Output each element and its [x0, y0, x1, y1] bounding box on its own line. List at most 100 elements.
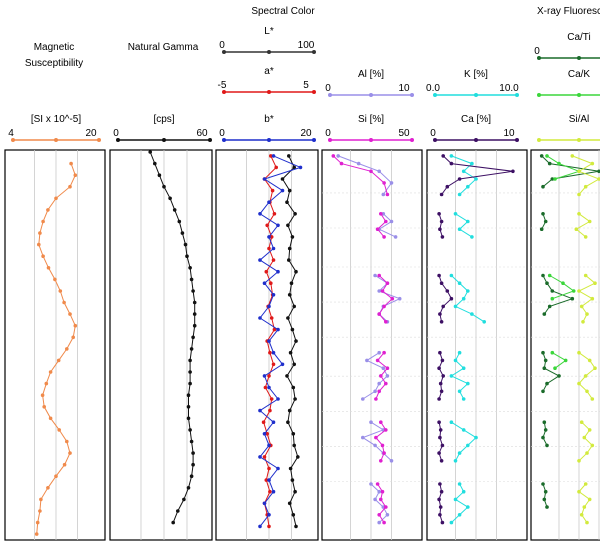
data-point-k [457, 451, 462, 455]
series-line-ca [438, 422, 443, 461]
data-point-si [385, 366, 390, 371]
data-point-al [377, 289, 382, 293]
axis-tick-marker [410, 93, 414, 97]
data-point-al [389, 181, 394, 185]
data-point-cps [188, 266, 192, 270]
axis-tick-marker [537, 93, 541, 97]
series-line-ca-k [546, 155, 581, 180]
data-point-al [373, 273, 377, 278]
data-point-ca-ti [543, 489, 548, 494]
data-point-k [461, 366, 466, 371]
axis-tick-label: 50 [398, 128, 410, 139]
data-point-k [457, 281, 462, 286]
data-point-cps [183, 242, 188, 247]
data-point-l [294, 524, 298, 529]
data-point-si [382, 451, 386, 455]
data-point-ca [437, 420, 441, 425]
data-point-ca [439, 320, 444, 324]
data-point-al [377, 489, 382, 494]
data-point-cps [177, 219, 182, 224]
data-point-b [258, 455, 262, 459]
series-line-cps [149, 151, 196, 523]
data-point-al [369, 420, 373, 425]
data-point-si-x-10-5 [73, 323, 78, 328]
data-point-ca-ti [541, 482, 545, 486]
axis-tick-marker [267, 90, 271, 94]
panel-plot-area [258, 154, 303, 529]
panel-alsi: Al [%] 0 10 Si [%] 0 50 [321, 69, 423, 541]
data-point-b [271, 350, 276, 355]
data-point-b [262, 374, 267, 378]
data-point-si-al [577, 350, 581, 355]
series-line-k [451, 421, 477, 462]
data-point-cps [191, 462, 195, 467]
data-point-ca-k [561, 281, 565, 286]
data-point-si [382, 235, 386, 239]
data-point-cps [189, 277, 194, 282]
axis-tick-label: 10.0 [499, 83, 519, 94]
data-point-ca [440, 358, 445, 363]
data-point-si-x-10-5 [48, 370, 53, 374]
data-point-ca [438, 513, 442, 517]
data-point-a [272, 327, 277, 332]
axis-label: L* [264, 26, 274, 37]
data-point-k [449, 420, 454, 425]
data-point-a [264, 478, 269, 482]
data-point-l [290, 478, 295, 482]
panel-frame [321, 149, 423, 541]
data-point-ca-ti [597, 169, 600, 174]
data-point-cps [192, 312, 197, 316]
data-point-b [267, 200, 271, 204]
data-point-si-al [590, 296, 595, 301]
header-spectral-color: Spectral Color [251, 6, 315, 17]
panel-kca: K [%] 0.0 10.0 Ca [%] 0 10 [426, 69, 528, 541]
axis-tick-marker [328, 138, 332, 142]
data-point-a [267, 374, 271, 378]
axis-label: Ca [%] [461, 114, 491, 125]
data-point-si [382, 181, 386, 185]
data-point-a [271, 362, 276, 367]
data-point-b [280, 362, 285, 367]
data-point-l [294, 339, 298, 343]
data-point-b [298, 165, 303, 170]
axis-tick-marker [312, 90, 316, 94]
data-point-si [380, 489, 385, 494]
data-point-si-x-10-5 [62, 462, 67, 467]
data-point-ca-ti [541, 212, 545, 216]
axis-tick-label: 0 [325, 128, 331, 139]
data-point-ca-ti [543, 219, 548, 224]
data-point-l [289, 281, 294, 286]
data-point-si-x-10-5 [39, 497, 43, 502]
data-point-ca [439, 192, 444, 197]
data-point-k [457, 350, 462, 355]
data-point-l [287, 408, 292, 413]
data-point-si-x-10-5 [54, 196, 58, 201]
data-point-b [271, 489, 276, 494]
data-point-ca [441, 374, 446, 378]
data-point-k [457, 227, 462, 231]
axis-tick-marker [222, 138, 226, 142]
data-point-b [267, 478, 271, 482]
axis-tick-label: 0.0 [426, 83, 440, 94]
data-point-ca-ti [542, 366, 547, 371]
header-magnetic-line1: Magnetic [34, 42, 75, 53]
data-point-l [293, 212, 297, 216]
data-point-si-al [590, 397, 595, 401]
series-line-ca-k [549, 275, 575, 300]
data-point-si-x-10-5 [53, 277, 57, 282]
axis-tick-label: 0 [219, 40, 225, 51]
data-point-cps [188, 358, 192, 363]
axis-tick-label: 0 [219, 128, 225, 139]
data-point-al [373, 389, 377, 394]
data-point-si-al [570, 154, 575, 158]
data-point-si-x-10-5 [42, 405, 46, 409]
panel-spectral: L* 0 100 a* -5 5 b* 0 20 [215, 26, 319, 541]
data-point-b [262, 432, 267, 436]
data-point-si-al [577, 381, 581, 386]
data-point-ca-ti [542, 312, 547, 316]
data-point-si [384, 505, 388, 509]
data-point-a [265, 223, 270, 228]
axis-tick-marker [369, 138, 373, 142]
data-point-cps [188, 370, 192, 374]
